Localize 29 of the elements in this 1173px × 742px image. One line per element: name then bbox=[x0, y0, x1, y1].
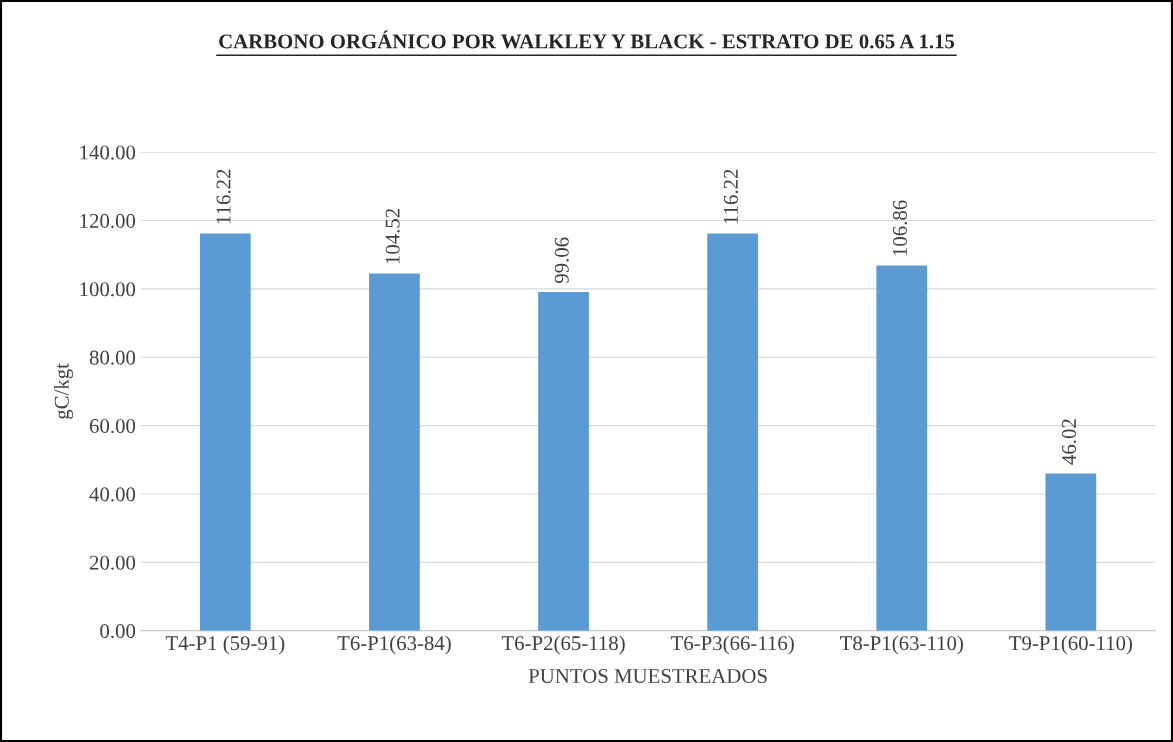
chart-title: CARBONO ORGÁNICO POR WALKLEY Y BLACK - ESTRATO DE 0.65 A 1.15 bbox=[219, 30, 955, 49]
x-tick-label: T6-P2(65-118) bbox=[501, 635, 625, 655]
bar bbox=[199, 233, 251, 631]
data-label: 99.06 bbox=[554, 237, 569, 284]
bar bbox=[538, 292, 589, 631]
bar bbox=[876, 265, 928, 631]
y-tick-label: 20.00 bbox=[89, 555, 136, 570]
x-tick-label: T9-P1(60-110) bbox=[1009, 635, 1133, 655]
data-label: 116.22 bbox=[216, 169, 231, 224]
data-label: 116.22 bbox=[723, 169, 738, 224]
y-tick-label: 0.00 bbox=[100, 624, 136, 639]
data-label: 46.02 bbox=[1062, 419, 1077, 465]
x-tick-label: T6-P1(63-84) bbox=[337, 635, 451, 655]
data-label: 106.86 bbox=[892, 200, 908, 256]
x-tick-label: T6-P3(66-116) bbox=[670, 635, 794, 655]
bar bbox=[1045, 473, 1097, 631]
x-tick-label: T8-P1(63-110) bbox=[840, 635, 963, 655]
y-tick-label: 80.00 bbox=[89, 350, 136, 365]
y-tick-label: 100.00 bbox=[80, 282, 136, 297]
bar bbox=[707, 233, 758, 631]
x-tick-label: T4-P1 (59-91) bbox=[165, 635, 285, 655]
y-axis-title: gC/kgt bbox=[54, 363, 74, 419]
y-tick-label: 60.00 bbox=[89, 418, 136, 434]
y-tick-label: 120.00 bbox=[80, 213, 136, 228]
bar bbox=[369, 273, 420, 631]
x-axis-title: PUNTOS MUESTREADOS bbox=[528, 669, 767, 683]
y-tick-label: 40.00 bbox=[89, 487, 136, 502]
y-tick-label: 140.00 bbox=[80, 145, 136, 160]
data-label: 104.52 bbox=[385, 208, 400, 264]
